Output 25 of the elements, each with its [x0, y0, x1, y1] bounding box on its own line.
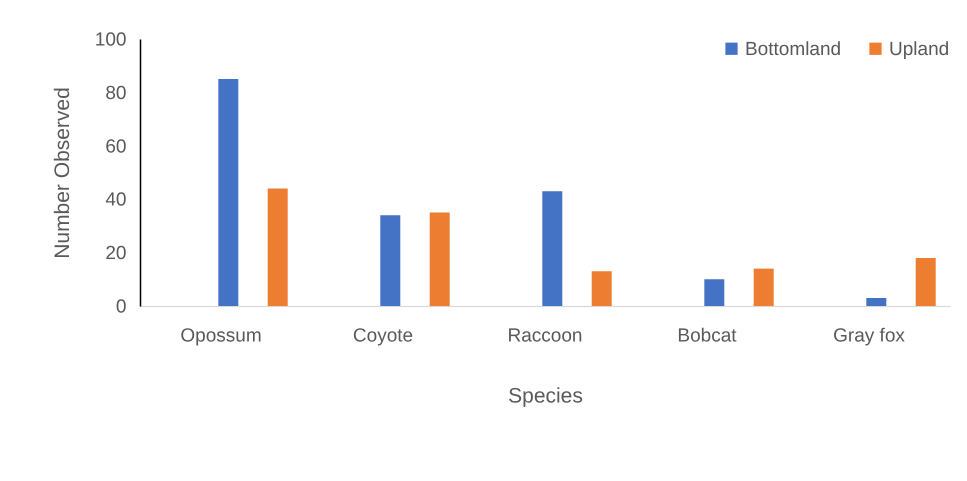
y-tick-label: 80 — [105, 82, 126, 104]
x-tick-label: Bobcat — [677, 326, 738, 346]
x-tick-label: Coyote — [352, 326, 414, 346]
x-tick-label: Opossum — [180, 326, 262, 346]
x-tick-label: Raccoon — [508, 326, 582, 346]
bar — [592, 271, 612, 306]
y-tick-label: 0 — [116, 296, 126, 318]
bar — [866, 298, 886, 306]
bar — [542, 191, 562, 306]
legend-label: Upland — [889, 38, 950, 60]
y-axis-title: Number Observed — [50, 87, 74, 259]
y-tick-label: 60 — [105, 136, 126, 158]
y-tick-label: 100 — [94, 30, 126, 50]
bar — [754, 268, 774, 306]
bar — [430, 212, 450, 306]
bar — [916, 258, 936, 306]
bar — [380, 215, 400, 306]
legend-label: Bottomland — [745, 38, 842, 60]
bar — [218, 79, 238, 306]
bar — [268, 188, 288, 306]
x-axis-title: Species — [508, 384, 583, 408]
y-tick-label: 40 — [105, 190, 126, 211]
bar — [704, 279, 724, 306]
x-tick-label: Gray fox — [833, 326, 906, 346]
y-tick-label: 20 — [105, 243, 126, 264]
